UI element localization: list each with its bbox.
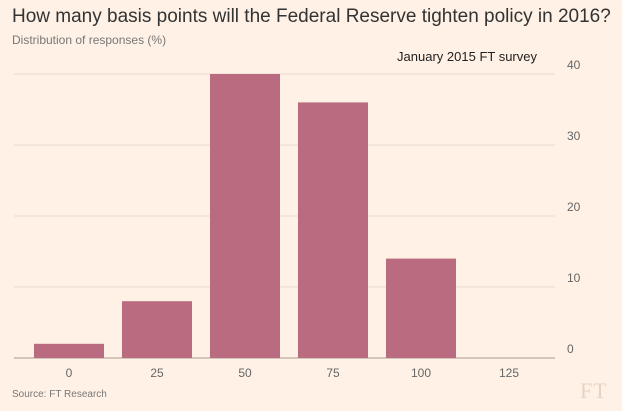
y-tick-label: 0	[567, 342, 574, 356]
y-tick-label: 10	[567, 271, 581, 285]
chart-title: How many basis points will the Federal R…	[12, 6, 611, 27]
grid-lines	[14, 73, 555, 359]
x-tick-label: 50	[238, 366, 252, 380]
x-tick-label: 100	[411, 366, 431, 380]
x-tick-label: 25	[150, 366, 164, 380]
bar-75	[298, 102, 368, 359]
y-tick-label: 20	[567, 200, 581, 214]
x-axis-ticks: 0 25 50 75 100 125	[66, 366, 520, 380]
bars	[34, 74, 456, 359]
y-axis-ticks: 0 10 20 30 40	[567, 58, 581, 356]
chart-subtitle: Distribution of responses (%)	[12, 33, 167, 47]
y-tick-label: 40	[567, 58, 581, 72]
survey-annotation: January 2015 FT survey	[397, 49, 537, 64]
bar-50	[210, 74, 280, 358]
x-tick-label: 0	[66, 366, 73, 380]
bar-100	[386, 258, 456, 358]
x-tick-label: 125	[499, 366, 519, 380]
bar-25	[122, 301, 192, 358]
ft-logo: FT	[580, 378, 608, 403]
y-tick-label: 30	[567, 129, 581, 143]
source-note: Source: FT Research	[12, 389, 107, 400]
x-tick-label: 75	[326, 366, 340, 380]
bar-0	[34, 343, 104, 358]
